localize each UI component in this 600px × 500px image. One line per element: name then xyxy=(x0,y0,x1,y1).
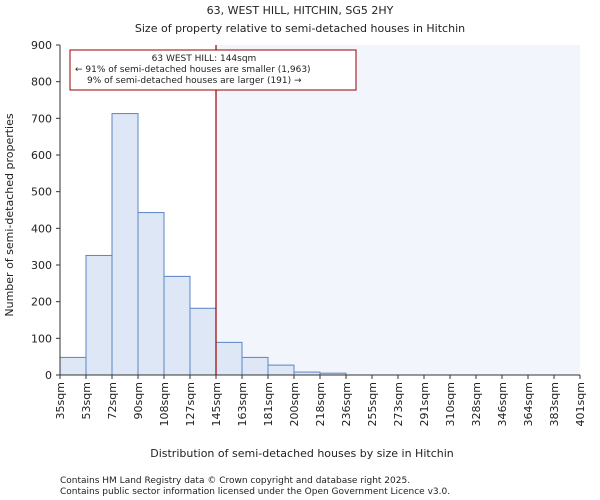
chart-subtitle: Size of property relative to semi-detach… xyxy=(135,22,465,35)
x-tick-label: 53sqm xyxy=(80,382,93,419)
annotation-line-1: 63 WEST HILL: 144sqm xyxy=(152,54,257,64)
y-tick-label: 700 xyxy=(31,112,52,125)
x-tick-label: 108sqm xyxy=(158,382,171,426)
x-tick-label: 181sqm xyxy=(262,382,275,426)
x-tick-label: 291sqm xyxy=(418,382,431,426)
y-tick-label: 800 xyxy=(31,76,52,89)
larger-region-background xyxy=(216,45,580,375)
bar-90sqm xyxy=(137,212,165,376)
y-tick-label: 900 xyxy=(31,39,52,52)
bar-127sqm xyxy=(189,307,217,376)
footer-line-1: Contains HM Land Registry data © Crown c… xyxy=(60,476,410,486)
annotation-line-3: 9% of semi-detached houses are larger (1… xyxy=(87,76,302,86)
x-tick-label: 200sqm xyxy=(288,382,301,426)
x-axis-label: Distribution of semi-detached houses by … xyxy=(150,447,454,460)
annotation-box: 63 WEST HILL: 144sqm ← 91% of semi-detac… xyxy=(69,49,357,91)
bars-group xyxy=(59,113,347,376)
x-tick-label: 218sqm xyxy=(314,382,327,426)
x-tick-label: 90sqm xyxy=(132,382,145,419)
annotation-line-2: ← 91% of semi-detached houses are smalle… xyxy=(75,65,311,75)
bar-35sqm xyxy=(59,356,87,376)
x-tick-label: 35sqm xyxy=(54,382,67,419)
bar-108sqm xyxy=(163,275,191,376)
y-tick-label: 600 xyxy=(31,149,52,162)
x-tick-label: 255sqm xyxy=(366,382,379,426)
bar-181sqm xyxy=(267,364,295,376)
x-axis: 35sqm 53sqm 72sqm 90sqm 108sqm 127sqm 145sqm 16… xyxy=(54,374,587,426)
y-tick-label: 500 xyxy=(31,186,52,199)
annotation-border xyxy=(69,49,357,91)
x-tick-label: 383sqm xyxy=(548,382,561,426)
y-tick-label: 200 xyxy=(31,296,52,309)
bar-145sqm xyxy=(215,341,243,376)
x-tick-label: 127sqm xyxy=(184,382,197,426)
y-axis: 0 100 200 300 400 500 600 700 800 900 xyxy=(31,39,61,382)
x-tick-label: 401sqm xyxy=(574,382,587,426)
bar-53sqm xyxy=(85,254,113,376)
x-tick-label: 364sqm xyxy=(522,382,535,426)
y-tick-label: 0 xyxy=(45,369,52,382)
x-tick-label: 72sqm xyxy=(106,382,119,419)
x-tick-label: 236sqm xyxy=(340,382,353,426)
footer-line-2: Contains public sector information licen… xyxy=(60,487,450,497)
y-tick-label: 300 xyxy=(31,259,52,272)
x-tick-label: 145sqm xyxy=(210,382,223,426)
x-tick-label: 328sqm xyxy=(470,382,483,426)
x-tick-label: 310sqm xyxy=(444,382,457,426)
y-axis-label: Number of semi-detached properties xyxy=(3,113,16,316)
x-tick-label: 163sqm xyxy=(236,382,249,426)
x-tick-label: 273sqm xyxy=(392,382,405,426)
y-tick-label: 100 xyxy=(31,332,52,345)
chart-title: 63, WEST HILL, HITCHIN, SG5 2HY xyxy=(207,4,394,17)
x-tick-label: 346sqm xyxy=(496,382,509,426)
y-tick-label: 400 xyxy=(31,222,52,235)
bar-72sqm xyxy=(111,113,139,376)
bar-163sqm xyxy=(241,356,269,376)
